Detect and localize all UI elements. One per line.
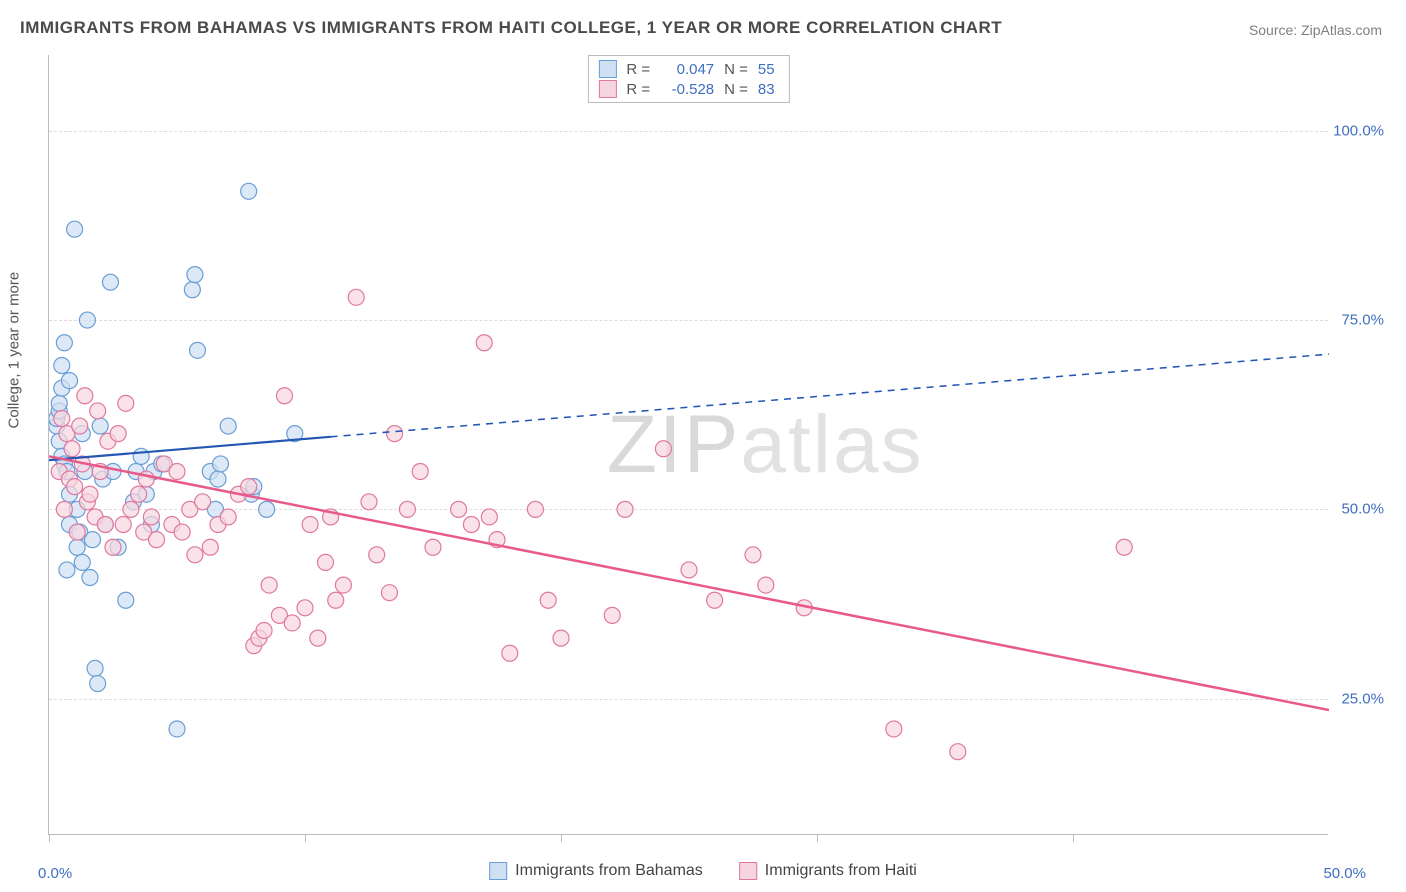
swatch-bahamas-bottom — [489, 862, 507, 880]
x-tick-label-start: 0.0% — [38, 865, 72, 882]
x-tick — [817, 834, 818, 842]
y-tick-label: 50.0% — [1341, 501, 1384, 518]
r-label: R = — [626, 81, 650, 98]
legend-label-bahamas: Immigrants from Bahamas — [515, 862, 703, 880]
n-value-haiti: 83 — [758, 81, 775, 98]
source-label: Source: — [1249, 22, 1301, 38]
y-axis-label: College, 1 year or more — [6, 272, 23, 429]
legend-item-bahamas: Immigrants from Bahamas — [489, 862, 703, 880]
legend-stats-row-bahamas: R = 0.047 N = 55 — [598, 60, 774, 78]
y-tick-label: 75.0% — [1341, 312, 1384, 329]
y-tick-label: 25.0% — [1341, 690, 1384, 707]
swatch-bahamas — [598, 60, 616, 78]
r-value-haiti: -0.528 — [660, 81, 714, 98]
plot-area: ZIPatlas R = 0.047 N = 55 R = -0.528 N =… — [48, 55, 1328, 835]
legend-series: Immigrants from Bahamas Immigrants from … — [489, 862, 917, 880]
swatch-haiti — [598, 80, 616, 98]
r-label: R = — [626, 61, 650, 78]
source-attribution: Source: ZipAtlas.com — [1249, 22, 1382, 38]
legend-stats: R = 0.047 N = 55 R = -0.528 N = 83 — [587, 55, 789, 103]
n-value-bahamas: 55 — [758, 61, 775, 78]
legend-label-haiti: Immigrants from Haiti — [765, 862, 917, 880]
r-value-bahamas: 0.047 — [660, 61, 714, 78]
y-tick-label: 100.0% — [1333, 122, 1384, 139]
x-tick — [561, 834, 562, 842]
x-tick — [1073, 834, 1074, 842]
chart-title: IMMIGRANTS FROM BAHAMAS VS IMMIGRANTS FR… — [20, 18, 1002, 38]
x-tick — [305, 834, 306, 842]
x-tick-label-end: 50.0% — [1323, 865, 1366, 882]
x-tick — [49, 834, 50, 842]
legend-item-haiti: Immigrants from Haiti — [739, 862, 917, 880]
legend-stats-row-haiti: R = -0.528 N = 83 — [598, 80, 774, 98]
swatch-haiti-bottom — [739, 862, 757, 880]
chart-svg — [49, 55, 1329, 835]
n-label: N = — [724, 81, 748, 98]
n-label: N = — [724, 61, 748, 78]
source-value: ZipAtlas.com — [1301, 22, 1382, 38]
